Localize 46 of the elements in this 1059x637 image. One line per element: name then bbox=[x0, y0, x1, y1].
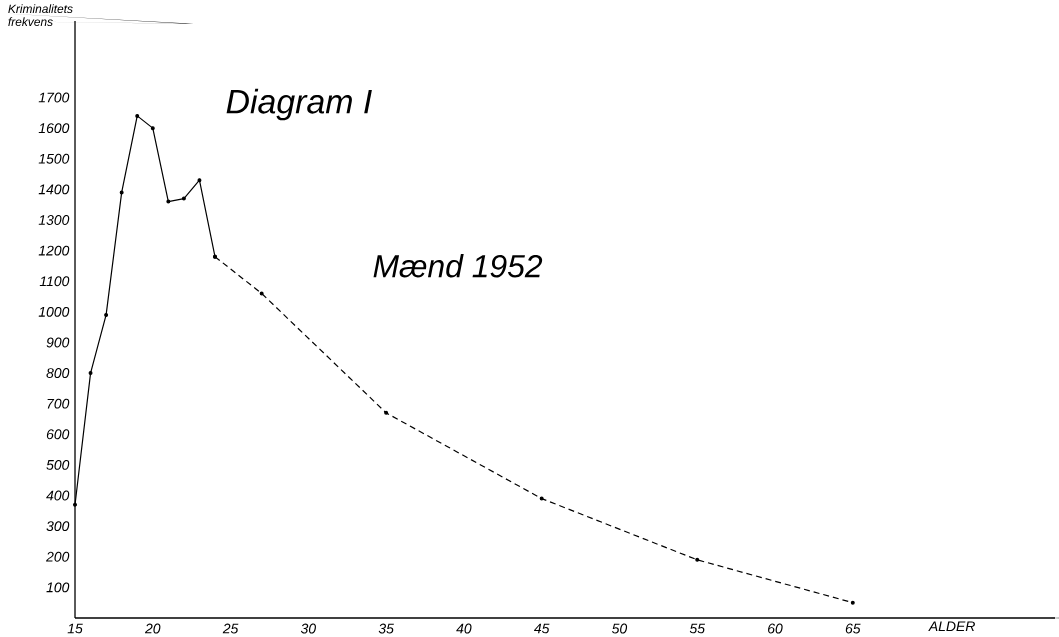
y-tick-label: 400 bbox=[46, 490, 70, 501]
x-tick-label: 15 bbox=[67, 623, 83, 634]
y-tick-label: 1300 bbox=[38, 215, 70, 225]
y-axis-title: Kriminalitets frekvens bbox=[8, 4, 73, 26]
y-tick-label: 300 bbox=[46, 521, 70, 532]
point bbox=[88, 371, 93, 376]
point bbox=[850, 600, 855, 605]
x-tick-label: 30 bbox=[300, 623, 316, 634]
x-tick-label: 55 bbox=[689, 623, 706, 634]
point bbox=[539, 496, 544, 501]
y-tick-label: 1600 bbox=[38, 123, 70, 134]
point bbox=[181, 196, 186, 201]
y-tick-label: 1200 bbox=[38, 245, 70, 256]
y-tick-label: 500 bbox=[46, 459, 70, 470]
point bbox=[384, 410, 389, 415]
x-tick-label: 35 bbox=[378, 623, 394, 634]
point bbox=[150, 126, 155, 131]
y-tick-label: 1000 bbox=[38, 306, 70, 317]
y-tick-label: 800 bbox=[46, 368, 70, 378]
annotation: Mænd 1952 bbox=[373, 254, 543, 278]
x-tick-label: 25 bbox=[222, 623, 239, 634]
y-tick-label: 200 bbox=[46, 551, 70, 562]
point bbox=[73, 502, 77, 507]
x-tick-label: 65 bbox=[845, 623, 861, 634]
point bbox=[695, 557, 700, 562]
x-tick-label: 50 bbox=[612, 623, 628, 634]
x-axis-title: ALDER bbox=[928, 621, 975, 632]
x-tick-label: 20 bbox=[144, 623, 161, 634]
x-tick-label: 60 bbox=[768, 623, 783, 634]
point bbox=[104, 312, 109, 317]
y-tick-label: 900 bbox=[46, 337, 70, 348]
point bbox=[135, 113, 140, 118]
point bbox=[197, 178, 202, 183]
point bbox=[119, 190, 124, 195]
x-tick-label: 40 bbox=[456, 623, 472, 634]
y-tick-label: 1400 bbox=[38, 184, 70, 195]
y-tick-label: 1700 bbox=[38, 92, 70, 103]
text: Diagram I bbox=[226, 88, 372, 121]
y-tick-label: 100 bbox=[46, 582, 70, 593]
point bbox=[166, 199, 171, 204]
y-tick-label: 700 bbox=[47, 398, 70, 409]
x-tick-label: 45 bbox=[534, 623, 550, 634]
y-tick-label: 1100 bbox=[39, 276, 70, 287]
point bbox=[259, 291, 264, 296]
y-tick-label: 1500 bbox=[38, 153, 70, 164]
y-tick-label: 600 bbox=[46, 429, 70, 440]
